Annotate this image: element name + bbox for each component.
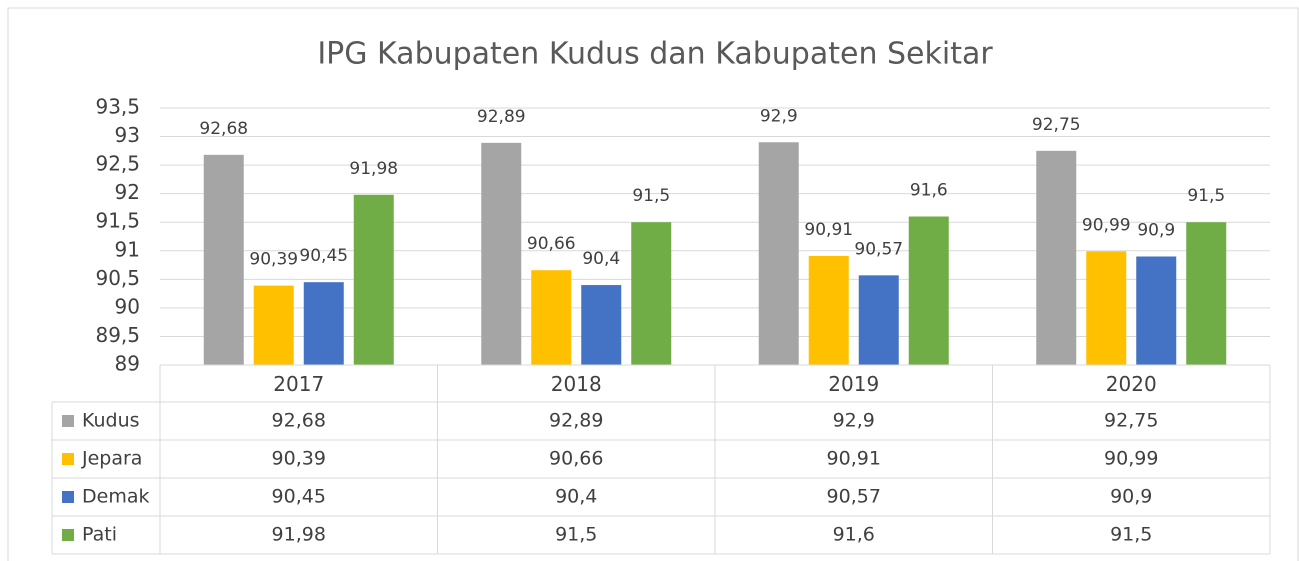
y-tick-label: 91: [115, 237, 140, 261]
bar: [481, 142, 522, 365]
data-label: 90,39: [249, 250, 298, 270]
bar: [581, 285, 622, 365]
legend-swatch: [62, 453, 74, 465]
y-tick-label: 93: [115, 123, 140, 147]
x-tick-label: 2017: [273, 372, 324, 396]
table-cell: 91,5: [1110, 524, 1152, 546]
table-cell: 92,75: [1104, 410, 1158, 432]
table-cell: 90,4: [555, 486, 597, 508]
bar: [203, 154, 244, 365]
y-tick-label: 91,5: [95, 209, 140, 233]
bar: [908, 216, 949, 365]
data-label: 90,66: [527, 234, 576, 254]
table-cell: 90,91: [827, 448, 881, 470]
bar: [758, 142, 799, 365]
data-label: 91,6: [910, 181, 948, 201]
table-cell: 90,45: [272, 486, 326, 508]
data-label: 90,45: [299, 246, 348, 266]
y-tick-label: 93,5: [95, 95, 140, 119]
x-tick-label: 2018: [551, 372, 602, 396]
bar: [1086, 251, 1127, 365]
data-label: 90,57: [854, 239, 903, 259]
x-tick-label: 2019: [828, 372, 879, 396]
data-label: 91,5: [632, 186, 670, 206]
table-cell: 92,9: [833, 410, 875, 432]
bar: [631, 222, 672, 365]
data-label: 91,98: [349, 159, 398, 179]
legend-label: Jepara: [81, 448, 142, 470]
bar: [808, 255, 849, 365]
x-tick-label: 2020: [1106, 372, 1157, 396]
legend-label: Demak: [82, 486, 149, 508]
table-cell: 90,39: [272, 448, 326, 470]
table-cell: 92,68: [272, 410, 326, 432]
data-label: 92,75: [1032, 115, 1081, 135]
data-label: 90,99: [1082, 215, 1131, 235]
y-tick-label: 89: [115, 352, 140, 376]
table-cell: 90,9: [1110, 486, 1152, 508]
table-cell: 91,98: [272, 524, 326, 546]
data-label: 92,9: [760, 106, 798, 126]
table-cell: 90,66: [549, 448, 603, 470]
data-label: 92,68: [199, 119, 248, 139]
data-label: 90,9: [1137, 220, 1175, 240]
bar: [531, 270, 572, 365]
table-cell: 92,89: [549, 410, 603, 432]
table-cell: 90,57: [827, 486, 881, 508]
bar: [303, 282, 344, 365]
bar: [253, 285, 294, 365]
data-label: 90,4: [582, 249, 620, 269]
y-tick-label: 89,5: [95, 323, 140, 347]
data-label: 92,89: [477, 107, 526, 127]
bar: [1186, 222, 1227, 365]
y-tick-label: 90: [115, 294, 140, 318]
legend-swatch: [62, 415, 74, 427]
bar: [353, 194, 394, 365]
table-cell: 90,99: [1104, 448, 1158, 470]
y-tick-label: 90,5: [95, 266, 140, 290]
bar: [1136, 256, 1177, 365]
legend-label: Kudus: [82, 410, 140, 432]
table-cell: 91,5: [555, 524, 597, 546]
bar: [1036, 150, 1077, 365]
data-label: 90,91: [804, 220, 853, 240]
y-tick-label: 92: [115, 180, 140, 204]
legend-swatch: [62, 529, 74, 541]
legend-label: Pati: [82, 524, 117, 546]
legend-swatch: [62, 491, 74, 503]
chart-title: IPG Kabupaten Kudus dan Kabupaten Sekita…: [317, 37, 993, 72]
y-tick-label: 92,5: [95, 152, 140, 176]
data-label: 91,5: [1187, 186, 1225, 206]
table-cell: 91,6: [833, 524, 875, 546]
bar: [858, 275, 899, 365]
